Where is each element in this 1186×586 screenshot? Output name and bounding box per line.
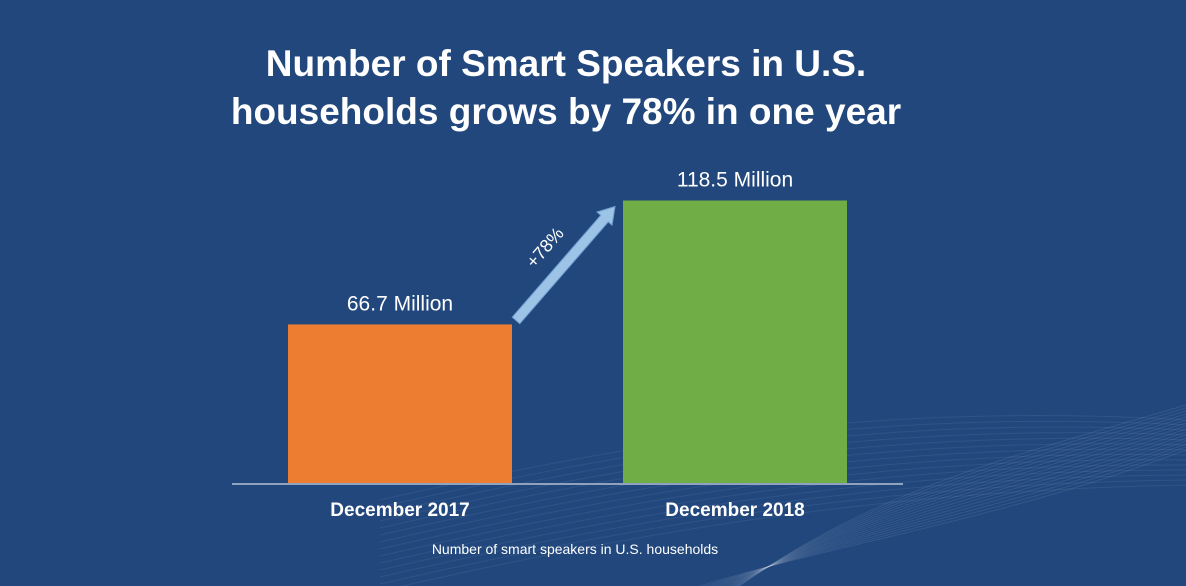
wave-line <box>736 410 1186 586</box>
category-label: December 2018 <box>665 500 804 521</box>
arrow-icon <box>511 205 616 325</box>
wave-line <box>737 407 1186 586</box>
wave-line <box>728 425 1186 586</box>
wave-line <box>738 404 1186 586</box>
wave-line <box>379 464 1186 564</box>
wave-line <box>399 484 1186 586</box>
wave-line <box>735 413 1186 586</box>
x-axis-caption: Number of smart speakers in U.S. househo… <box>431 541 719 557</box>
wave-line <box>704 446 1186 586</box>
title-line-1: Number of Smart Speakers in U.S. <box>265 43 867 84</box>
chart-title: Number of Smart Speakers in U.S. househo… <box>0 40 1132 136</box>
labels-layer: 66.7 Million December 2017 118.5 Million De… <box>330 169 804 522</box>
wave-line <box>709 443 1186 586</box>
data-label: 66.7 Million <box>347 292 453 315</box>
title-line-2: households grows by 78% in one year <box>230 91 902 132</box>
wave-line <box>725 428 1186 586</box>
wave-line <box>733 416 1186 586</box>
wave-line <box>379 459 1186 557</box>
wave-line <box>379 474 1186 578</box>
wave-line <box>720 434 1186 586</box>
wave-line <box>379 469 1186 571</box>
category-label: December 2017 <box>330 500 469 521</box>
wave-line <box>723 431 1186 586</box>
wave-line <box>717 437 1186 586</box>
bar-december-2018 <box>623 200 847 484</box>
wave-line <box>731 419 1186 586</box>
wave-line <box>379 479 1186 585</box>
wave-line <box>713 440 1186 586</box>
bars-layer <box>288 200 847 484</box>
bar-december-2017 <box>288 324 512 484</box>
growth-arrow: +78% <box>511 205 616 325</box>
wave-line <box>730 422 1186 586</box>
data-label: 118.5 Million <box>677 169 793 192</box>
wave-line <box>699 449 1186 586</box>
